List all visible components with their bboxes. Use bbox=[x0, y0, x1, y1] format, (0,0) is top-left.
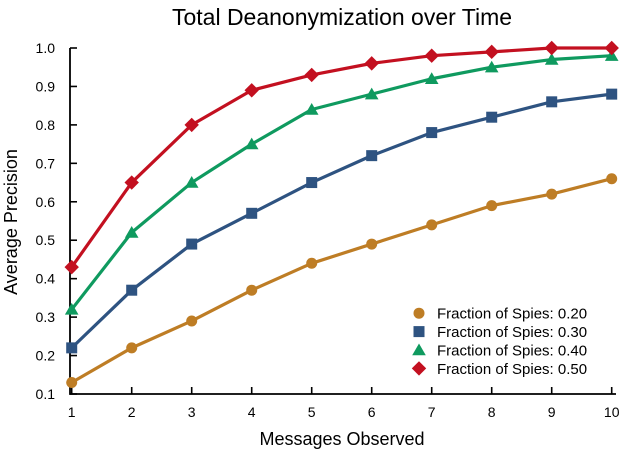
x-tick-label: 6 bbox=[368, 404, 376, 420]
x-tick-label: 10 bbox=[604, 404, 620, 420]
marker-diamond bbox=[64, 259, 79, 275]
marker-square bbox=[426, 127, 438, 139]
x-tick-label: 2 bbox=[128, 404, 136, 420]
y-tick-label: 0.6 bbox=[36, 194, 56, 210]
y-axis-label: Average Precision bbox=[1, 149, 21, 295]
series-line bbox=[70, 46, 614, 269]
marker-triangle bbox=[424, 72, 439, 84]
marker-diamond bbox=[411, 361, 427, 376]
series-0.40 bbox=[64, 49, 619, 315]
marker-circle bbox=[426, 219, 438, 231]
x-tick-label: 4 bbox=[248, 404, 256, 420]
marker-circle bbox=[306, 257, 318, 269]
chart-title: Total Deanonymization over Time bbox=[172, 4, 512, 30]
marker-circle bbox=[186, 315, 198, 327]
marker-square bbox=[186, 238, 198, 250]
marker-diamond bbox=[364, 56, 379, 71]
marker-triangle bbox=[124, 226, 139, 238]
marker-diamond bbox=[484, 44, 499, 60]
marker-square bbox=[413, 326, 425, 338]
x-tick-label: 3 bbox=[188, 404, 196, 420]
marker-square bbox=[66, 342, 78, 354]
series-0.30 bbox=[66, 88, 618, 354]
marker-circle bbox=[366, 238, 378, 250]
marker-circle bbox=[66, 376, 78, 388]
marker-triangle bbox=[484, 60, 499, 73]
marker-square bbox=[606, 88, 618, 100]
marker-triangle bbox=[244, 137, 259, 150]
marker-diamond bbox=[544, 40, 559, 56]
y-tick-label: 0.7 bbox=[36, 155, 56, 171]
series-line bbox=[70, 54, 614, 312]
legend-entry-label: Fraction of Spies: 0.40 bbox=[437, 343, 587, 360]
marker-triangle bbox=[64, 302, 79, 315]
x-tick-label: 9 bbox=[548, 404, 556, 420]
marker-square bbox=[246, 207, 258, 219]
marker-diamond bbox=[184, 117, 199, 133]
y-tick-label: 0.2 bbox=[36, 348, 56, 364]
marker-triangle bbox=[364, 87, 379, 100]
y-tick-label: 0.8 bbox=[36, 117, 56, 133]
legend-entry: Fraction of Spies: 0.50 bbox=[411, 361, 587, 378]
marker-diamond bbox=[304, 67, 319, 83]
y-tick-label: 0.4 bbox=[36, 271, 56, 287]
legend-entry: Fraction of Spies: 0.40 bbox=[412, 343, 587, 360]
marker-square bbox=[366, 150, 378, 162]
marker-diamond bbox=[604, 40, 619, 56]
marker-square bbox=[306, 177, 318, 189]
x-tick-label: 7 bbox=[428, 404, 436, 420]
legend-entry-label: Fraction of Spies: 0.50 bbox=[437, 361, 587, 378]
marker-circle bbox=[126, 342, 138, 354]
data-series bbox=[64, 40, 619, 388]
series-0.50 bbox=[64, 40, 619, 275]
legend-entry-label: Fraction of Spies: 0.20 bbox=[437, 306, 587, 323]
marker-square bbox=[126, 284, 138, 296]
y-tick-label: 0.3 bbox=[36, 309, 56, 325]
marker-triangle bbox=[184, 176, 199, 188]
marker-circle bbox=[413, 307, 425, 319]
series-0.20 bbox=[66, 173, 618, 388]
axes: 1 2 3 4 5 6 7 8 9 10 0.1 0.2 0.3 0.4 0.5 0.6 0.7 0.8 0.9 1.… bbox=[36, 40, 620, 420]
series-line bbox=[70, 92, 614, 350]
y-tick-label: 0.1 bbox=[36, 386, 56, 402]
series-line bbox=[70, 177, 614, 385]
marker-circle bbox=[546, 188, 558, 200]
marker-diamond bbox=[124, 175, 139, 190]
x-tick-label: 1 bbox=[68, 404, 76, 420]
marker-diamond bbox=[424, 48, 439, 63]
marker-circle bbox=[606, 173, 618, 185]
y-tick-label: 1.0 bbox=[36, 40, 56, 56]
marker-triangle bbox=[304, 103, 319, 115]
legend-entry: Fraction of Spies: 0.20 bbox=[413, 306, 587, 323]
marker-square bbox=[546, 96, 558, 108]
x-tick-label: 5 bbox=[308, 404, 316, 420]
y-tick-label: 0.5 bbox=[36, 232, 56, 248]
legend-entry-label: Fraction of Spies: 0.30 bbox=[437, 324, 587, 341]
y-tick-label: 0.9 bbox=[36, 78, 56, 94]
marker-circle bbox=[486, 200, 498, 212]
x-axis-label: Messages Observed bbox=[259, 429, 424, 449]
marker-square bbox=[486, 111, 498, 123]
legend-entry: Fraction of Spies: 0.30 bbox=[413, 324, 587, 341]
marker-circle bbox=[246, 284, 258, 296]
marker-triangle bbox=[544, 53, 559, 65]
x-tick-label: 8 bbox=[488, 404, 496, 420]
marker-diamond bbox=[244, 83, 259, 98]
marker-triangle bbox=[412, 343, 426, 356]
